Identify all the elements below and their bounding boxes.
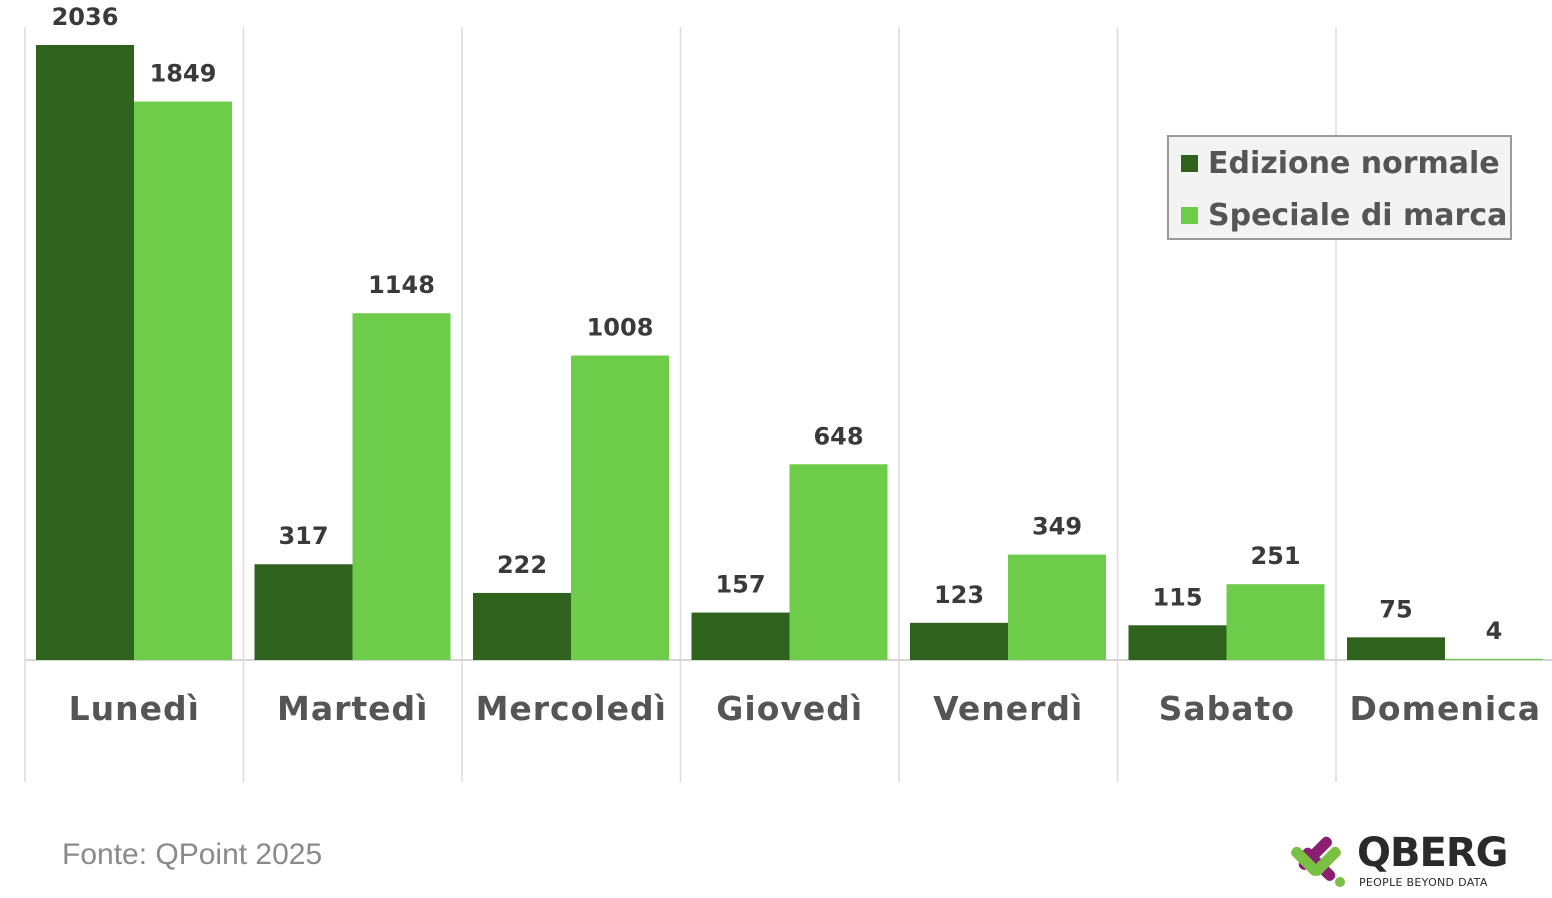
bar-special-3 (789, 464, 888, 660)
bar-special-2 (571, 355, 669, 660)
bar-normal-3 (691, 612, 790, 660)
bar-normal-0 (36, 45, 134, 660)
legend-label-normal: Edizione normale (1208, 145, 1500, 181)
chart-bars (36, 45, 1543, 660)
qberg-logo: QBERG PEOPLE BEYOND DATA (1284, 826, 1514, 892)
value-label-normal-3: 157 (715, 571, 765, 599)
legend-item-special: Speciale di marca (1181, 195, 1507, 235)
value-label-normal-6: 75 (1379, 595, 1412, 623)
value-label-special-3: 648 (813, 422, 863, 450)
category-label-0: Lunedì (69, 689, 200, 728)
chart-legend: Edizione normale Speciale di marca (1167, 135, 1512, 240)
logo-tagline: PEOPLE BEYOND DATA (1359, 876, 1488, 889)
value-label-special-6: 4 (1486, 617, 1503, 645)
bar-special-0 (134, 101, 232, 660)
value-label-normal-0: 2036 (52, 3, 119, 31)
value-label-special-2: 1008 (587, 314, 654, 342)
value-label-special-5: 251 (1250, 542, 1300, 570)
value-labels: 2036 1849 317 1148 222 1008 157 648 123 349 115 251… (52, 3, 1503, 645)
category-label-4: Venerdì (933, 689, 1083, 728)
category-label-3: Giovedì (716, 689, 863, 728)
qberg-logo-mark-icon (1291, 836, 1345, 887)
value-label-normal-5: 115 (1152, 583, 1202, 611)
value-label-special-0: 1849 (150, 59, 217, 87)
bar-normal-2 (473, 592, 571, 660)
bar-special-6 (1445, 658, 1543, 660)
source-note: Fonte: QPoint 2025 (62, 838, 323, 871)
bar-normal-1 (254, 564, 353, 660)
value-label-special-1: 1148 (368, 271, 435, 299)
legend-item-normal: Edizione normale (1181, 143, 1500, 183)
legend-swatch-normal (1181, 154, 1198, 172)
category-label-5: Sabato (1159, 689, 1295, 728)
bar-special-5 (1226, 584, 1325, 660)
category-label-1: Martedì (277, 689, 428, 728)
logo-name: QBERG (1357, 830, 1508, 876)
legend-swatch-special (1181, 206, 1198, 224)
category-labels: Lunedì Martedì Mercoledì Giovedì Venerdì Saba… (69, 689, 1541, 728)
bar-special-1 (352, 313, 451, 660)
value-label-normal-2: 222 (497, 551, 547, 579)
value-label-special-4: 349 (1032, 513, 1082, 541)
bar-special-4 (1008, 554, 1106, 660)
value-label-normal-4: 123 (934, 581, 984, 609)
bar-normal-5 (1128, 625, 1227, 660)
bar-normal-6 (1347, 637, 1445, 660)
bar-normal-4 (910, 622, 1008, 660)
category-label-6: Domenica (1350, 689, 1541, 728)
value-label-normal-1: 317 (278, 522, 328, 550)
category-label-2: Mercoledì (476, 689, 667, 728)
legend-label-special: Speciale di marca (1208, 197, 1508, 233)
